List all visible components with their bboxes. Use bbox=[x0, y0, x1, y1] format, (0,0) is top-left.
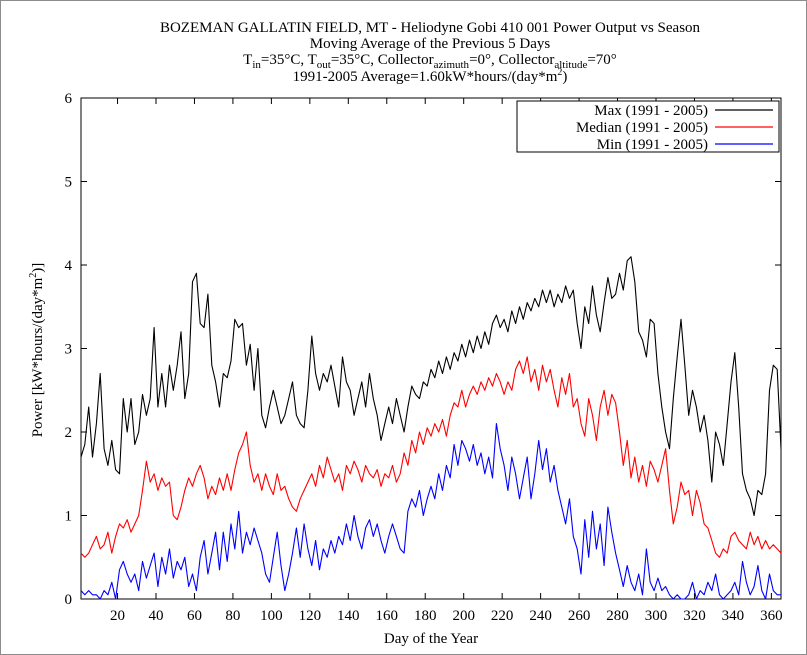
y-tick-label: 4 bbox=[65, 258, 73, 274]
x-tick-label: 260 bbox=[568, 608, 591, 624]
title3-az-val: =0°, Collector bbox=[469, 52, 554, 68]
legend-label-min: Min (1991 - 2005) bbox=[597, 137, 708, 153]
y-tick-label: 0 bbox=[65, 592, 73, 608]
title3-alt-val: =70° bbox=[587, 52, 616, 68]
x-tick-label: 320 bbox=[683, 608, 706, 624]
x-tick-label: 340 bbox=[722, 608, 745, 624]
x-tick-label: 20 bbox=[110, 608, 125, 624]
x-tick-label: 220 bbox=[491, 608, 514, 624]
title3-sub-out: out bbox=[317, 59, 331, 71]
title4-text: 1991-2005 Average=1.60kW*hours/(day*m bbox=[293, 69, 558, 85]
ylabel-text: Power [kW*hours/(day*m bbox=[30, 277, 46, 437]
x-tick-label: 180 bbox=[414, 608, 437, 624]
x-tick-label: 300 bbox=[645, 608, 668, 624]
x-tick-label: 120 bbox=[299, 608, 322, 624]
series-line-min bbox=[80, 423, 781, 600]
title4-close: ) bbox=[562, 69, 567, 85]
ylabel-close: )] bbox=[30, 263, 46, 273]
y-axis-label: Power [kW*hours/(day*m2)] bbox=[28, 263, 46, 438]
legend-label-median: Median (1991 - 2005) bbox=[576, 120, 708, 136]
title3-out-val: =35°C, Collector bbox=[331, 52, 434, 68]
y-tick-label: 1 bbox=[65, 509, 73, 525]
x-tick-label: 360 bbox=[760, 608, 783, 624]
title3-out-t: T bbox=[308, 52, 317, 68]
x-tick-label: 240 bbox=[529, 608, 552, 624]
y-tick-label: 3 bbox=[65, 342, 73, 358]
title3-sub-altitude: altitude bbox=[554, 59, 587, 71]
legend: Max (1991 - 2005) Median (1991 - 2005) M… bbox=[516, 100, 780, 153]
series-layer bbox=[80, 256, 782, 600]
plot-area-border bbox=[80, 97, 782, 600]
x-tick-label: 140 bbox=[337, 608, 360, 624]
y-tick-label: 5 bbox=[65, 175, 73, 191]
series-line-max bbox=[80, 256, 782, 517]
y-tick-label: 6 bbox=[65, 91, 73, 107]
x-tick-label: 60 bbox=[187, 608, 202, 624]
x-tick-label: 40 bbox=[149, 608, 164, 624]
title4-sup: 2 bbox=[557, 67, 562, 78]
title3-sub-in: in bbox=[252, 59, 261, 71]
title3-in-val: =35°C, bbox=[261, 52, 308, 68]
axis-ticks: 20 40 60 80 100 120 140 160 180 200 220 240 260 280 30… bbox=[65, 91, 783, 624]
title3-t: T bbox=[243, 52, 252, 68]
y-tick-label: 2 bbox=[65, 425, 73, 441]
chart-title-line4: 1991-2005 Average=1.60kW*hours/(day*m2) bbox=[293, 67, 568, 85]
legend-label-max: Max (1991 - 2005) bbox=[594, 103, 708, 119]
title3-sub-azimuth: azimuth bbox=[434, 59, 470, 71]
x-tick-label: 100 bbox=[260, 608, 283, 624]
x-tick-label: 160 bbox=[376, 608, 399, 624]
x-tick-label: 200 bbox=[452, 608, 475, 624]
x-axis-label: Day of the Year bbox=[384, 631, 478, 647]
x-tick-label: 280 bbox=[606, 608, 629, 624]
chart-title-line3: Tin=35°C, Tout=35°C, Collectorazimuth=0°… bbox=[243, 52, 617, 71]
chart-title-line1: BOZEMAN GALLATIN FIELD, MT - Heliodyne G… bbox=[160, 20, 701, 36]
x-tick-label: 80 bbox=[225, 608, 240, 624]
ylabel-sup: 2 bbox=[28, 273, 39, 278]
series-line-median bbox=[80, 356, 782, 558]
chart-title-line2: Moving Average of the Previous 5 Days bbox=[310, 36, 551, 52]
